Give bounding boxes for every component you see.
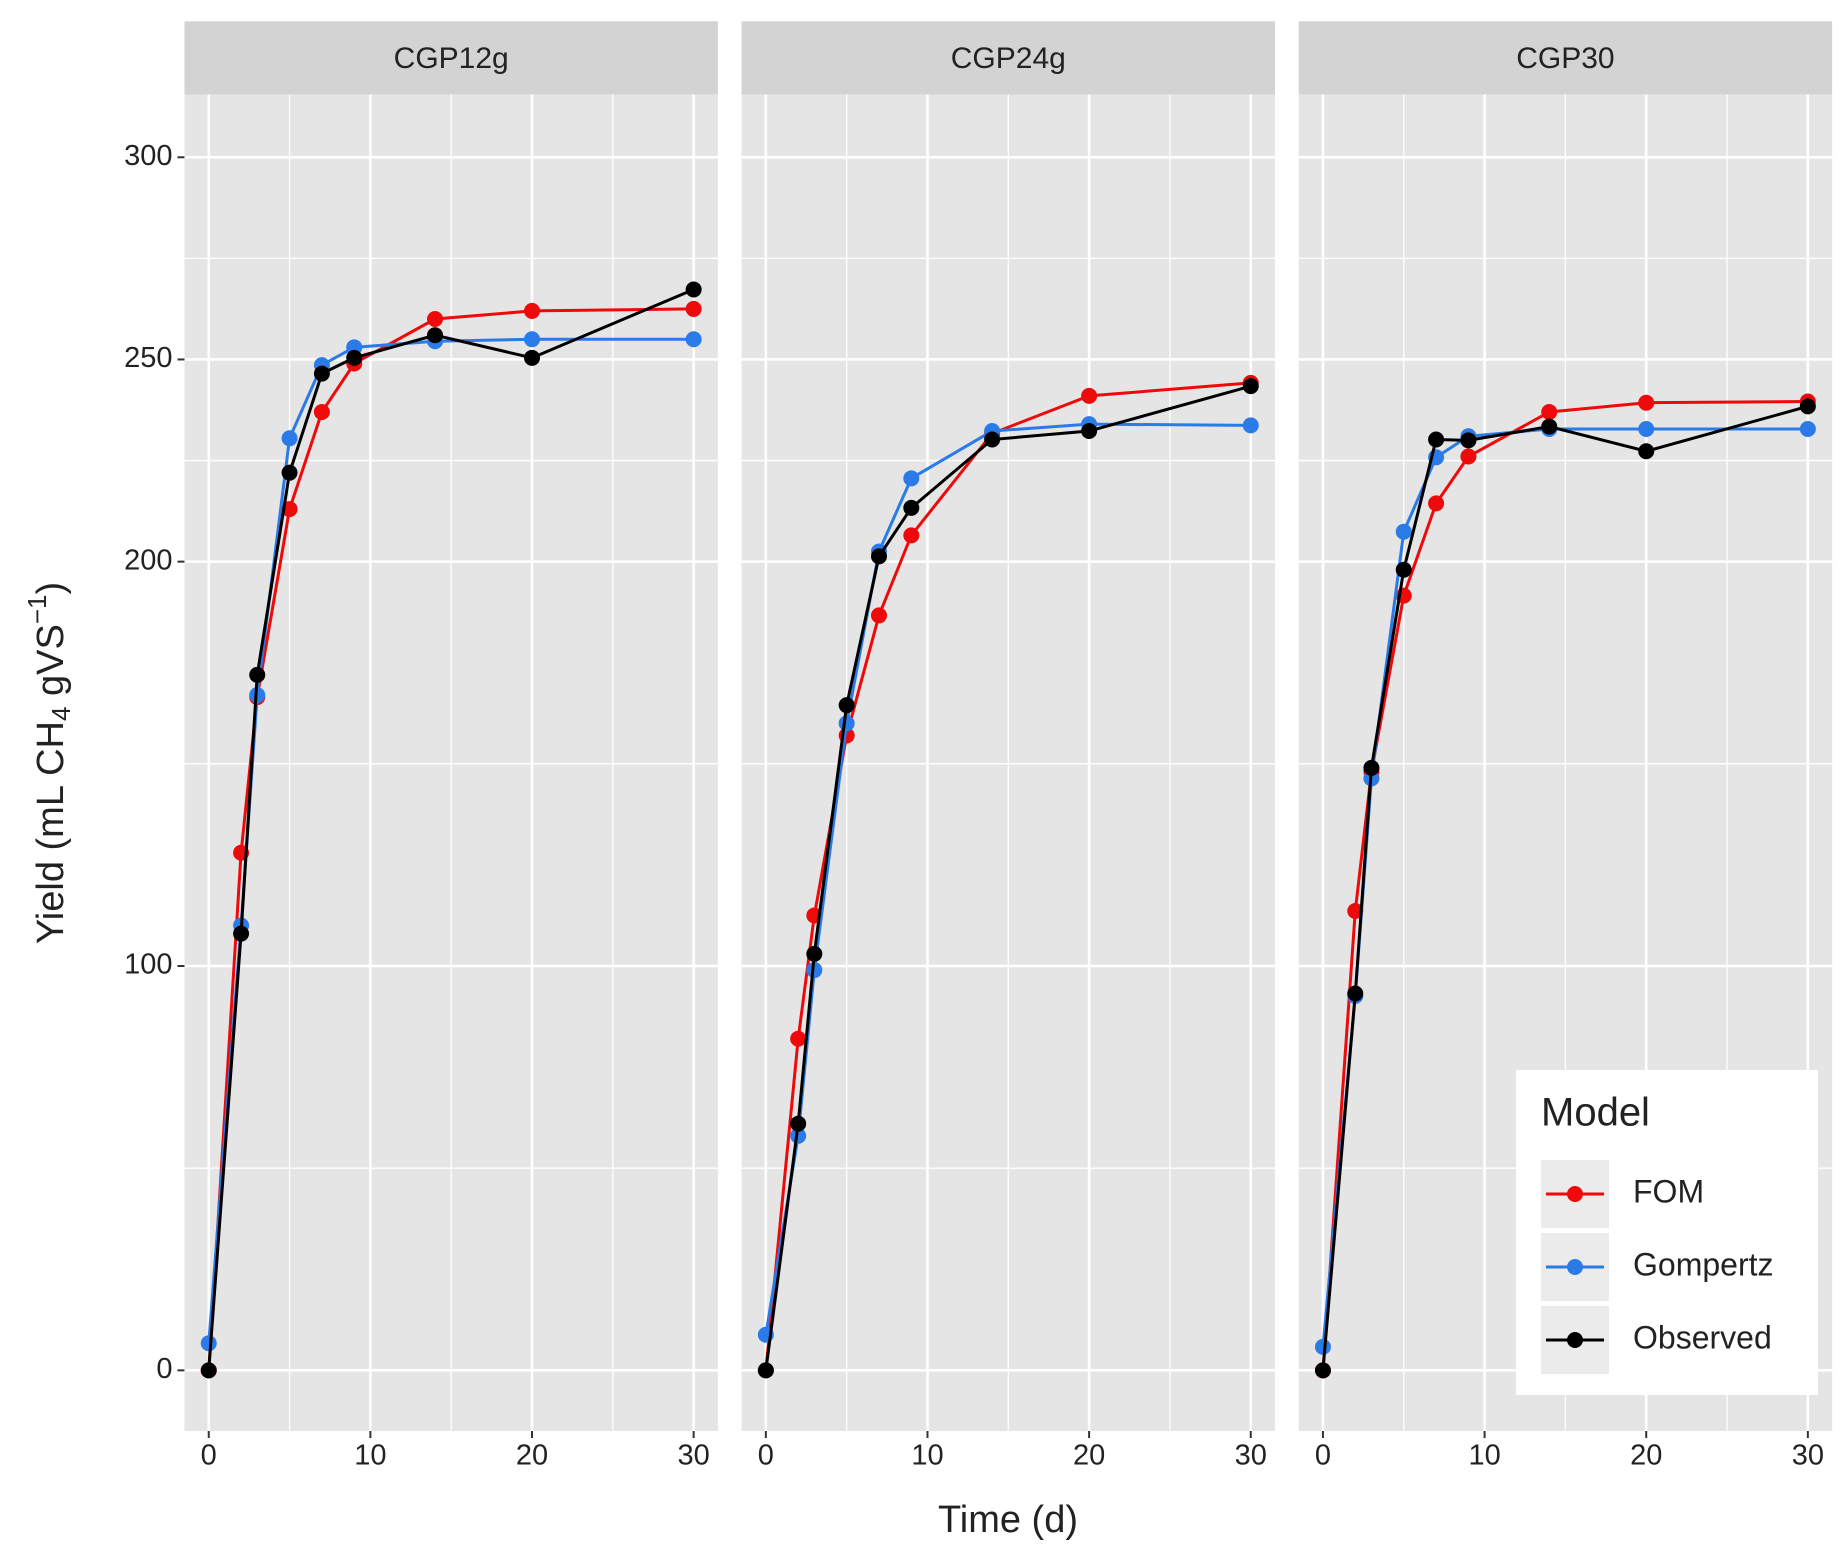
data-point: [524, 302, 541, 319]
data-point: [1638, 394, 1655, 411]
data-point: [1428, 431, 1445, 448]
strip-title: CGP12g: [394, 42, 509, 75]
y-tick-label: 100: [124, 949, 172, 981]
data-point: [870, 548, 887, 565]
data-point: [1638, 443, 1655, 460]
data-point: [757, 1362, 774, 1379]
data-point: [838, 715, 855, 732]
legend-point: [1567, 1332, 1583, 1348]
data-point: [806, 962, 823, 979]
y-tick-label: 250: [124, 342, 172, 374]
data-point: [427, 311, 444, 328]
data-point: [1395, 523, 1412, 540]
x-tick-label: 0: [758, 1440, 774, 1472]
x-tick-label: 20: [516, 1440, 548, 1472]
data-point: [790, 1115, 807, 1132]
data-point: [1314, 1338, 1331, 1355]
data-point: [1460, 448, 1477, 465]
x-tick-label: 10: [354, 1440, 386, 1472]
data-point: [200, 1362, 217, 1379]
x-tick-label: 30: [678, 1440, 710, 1472]
strip: [184, 21, 718, 95]
legend-label: Observed: [1633, 1319, 1772, 1355]
data-point: [790, 1030, 807, 1047]
y-title-sup: −1: [22, 595, 52, 625]
data-point: [233, 925, 250, 942]
strip: [1298, 21, 1833, 95]
y-tick-label: 300: [124, 140, 172, 172]
data-point: [1242, 378, 1259, 395]
data-point: [1541, 418, 1558, 435]
data-point: [1799, 398, 1816, 415]
data-point: [1314, 1362, 1331, 1379]
data-point: [281, 464, 298, 481]
data-point: [685, 300, 702, 317]
data-point: [685, 331, 702, 348]
data-point: [427, 327, 444, 344]
x-tick-label: 0: [1315, 1440, 1331, 1472]
data-point: [313, 404, 330, 421]
data-point: [790, 1127, 807, 1144]
legend-label: Gompertz: [1633, 1246, 1773, 1282]
legend-label: FOM: [1633, 1173, 1704, 1209]
legend-point: [1567, 1186, 1583, 1202]
data-point: [903, 527, 920, 544]
x-axis-title: Time (d): [938, 1499, 1078, 1541]
data-point: [524, 331, 541, 348]
data-point: [984, 431, 1001, 448]
x-tick-label: 30: [1235, 1440, 1267, 1472]
data-point: [524, 349, 541, 366]
y-title-part: gVS: [30, 624, 72, 706]
data-point: [870, 607, 887, 624]
y-axis-title: Yield (mL CH4 gVS−1): [22, 582, 76, 944]
x-tick-label: 0: [201, 1440, 217, 1472]
data-point: [1347, 902, 1364, 919]
strip-title: CGP24g: [951, 42, 1066, 75]
data-point: [1081, 387, 1098, 404]
y-title-part: ): [30, 582, 72, 595]
data-point: [1242, 417, 1259, 434]
x-tick-label: 10: [1468, 1440, 1500, 1472]
legend-point: [1567, 1259, 1583, 1275]
data-point: [806, 945, 823, 962]
data-point: [1638, 421, 1655, 438]
y-title-part: Yield (mL CH: [30, 721, 72, 944]
y-tick-label: 0: [156, 1353, 172, 1385]
x-tick-label: 20: [1630, 1440, 1662, 1472]
x-tick-label: 20: [1073, 1440, 1105, 1472]
data-point: [313, 365, 330, 382]
data-point: [903, 499, 920, 516]
data-point: [1081, 423, 1098, 440]
x-tick-label: 10: [911, 1440, 943, 1472]
data-point: [1428, 495, 1445, 512]
data-point: [838, 697, 855, 714]
strip-title: CGP30: [1516, 42, 1614, 75]
y-title-sub: 4: [46, 707, 76, 721]
data-point: [346, 349, 363, 366]
data-point: [1541, 404, 1558, 421]
data-point: [281, 430, 298, 447]
data-point: [685, 281, 702, 298]
x-tick-label: 30: [1792, 1440, 1824, 1472]
data-point: [249, 666, 266, 683]
data-point: [1363, 759, 1380, 776]
legend-title: Model: [1541, 1091, 1650, 1135]
data-point: [200, 1335, 217, 1352]
data-point: [903, 470, 920, 487]
data-point: [1395, 561, 1412, 578]
data-point: [1347, 985, 1364, 1002]
strip: [741, 21, 1275, 95]
y-tick-label: 200: [124, 544, 172, 576]
data-point: [1460, 432, 1477, 449]
data-point: [1799, 421, 1816, 438]
